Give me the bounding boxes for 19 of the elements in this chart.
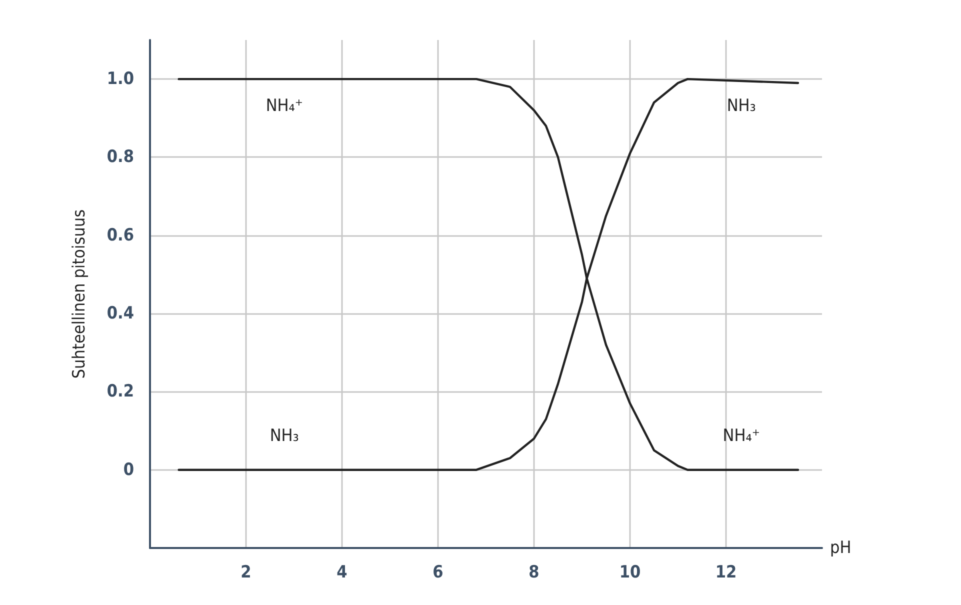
annotation: NH₄⁺ — [266, 96, 303, 116]
x-tick-label: 2 — [240, 562, 252, 582]
annotation: NH₃ — [270, 426, 299, 446]
line-series — [178, 78, 800, 471]
y-tick-label: 0 — [123, 460, 134, 480]
y-tick-label: 1.0 — [106, 69, 134, 90]
annotation: NH₄⁺ — [722, 426, 760, 446]
y-tick-label: 0.8 — [106, 147, 134, 168]
y-axis-title: Suhteellinen pitoisuus — [70, 209, 90, 379]
x-tick-label: 10 — [619, 562, 641, 582]
x-tick-label: 12 — [715, 562, 737, 582]
x-tick-label: 6 — [432, 562, 444, 582]
y-tick-label: 0.2 — [106, 382, 134, 402]
annotation: NH₃ — [726, 96, 756, 116]
x-tick-label: 8 — [528, 562, 540, 582]
y-tick-label: 0.4 — [106, 304, 134, 324]
x-tick-label: 4 — [336, 562, 348, 582]
y-tick-label: 0.6 — [106, 225, 134, 246]
x-axis-title: pH — [830, 538, 852, 558]
